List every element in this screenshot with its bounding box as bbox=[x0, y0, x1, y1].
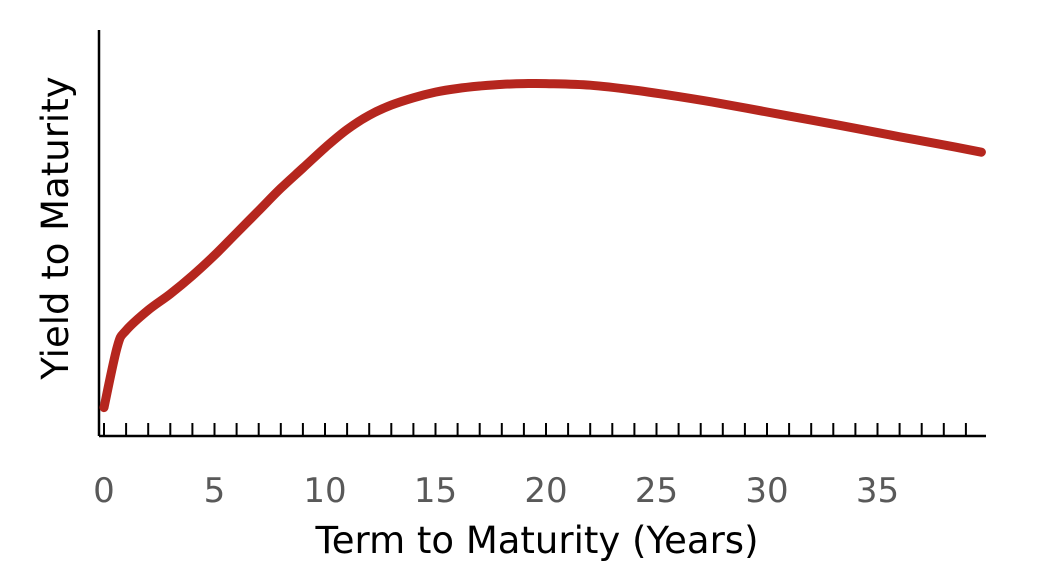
y-axis-title: Yield to Maturity bbox=[34, 76, 77, 380]
x-axis-minor-ticks bbox=[103, 423, 967, 436]
x-tick-label: 5 bbox=[204, 471, 226, 511]
x-tick-label: 25 bbox=[635, 471, 678, 511]
x-tick-label: 35 bbox=[856, 471, 899, 511]
x-axis-tick-labels: 0 5 10 15 20 25 30 35 bbox=[93, 471, 899, 511]
x-tick-label: 10 bbox=[303, 471, 346, 511]
x-tick-label: 0 bbox=[93, 471, 115, 511]
x-tick-label: 15 bbox=[414, 471, 457, 511]
x-tick-label: 30 bbox=[745, 471, 788, 511]
yield-series-line bbox=[99, 78, 986, 413]
x-axis-title: Term to Maturity (Years) bbox=[314, 519, 758, 562]
x-tick-label: 20 bbox=[524, 471, 567, 511]
